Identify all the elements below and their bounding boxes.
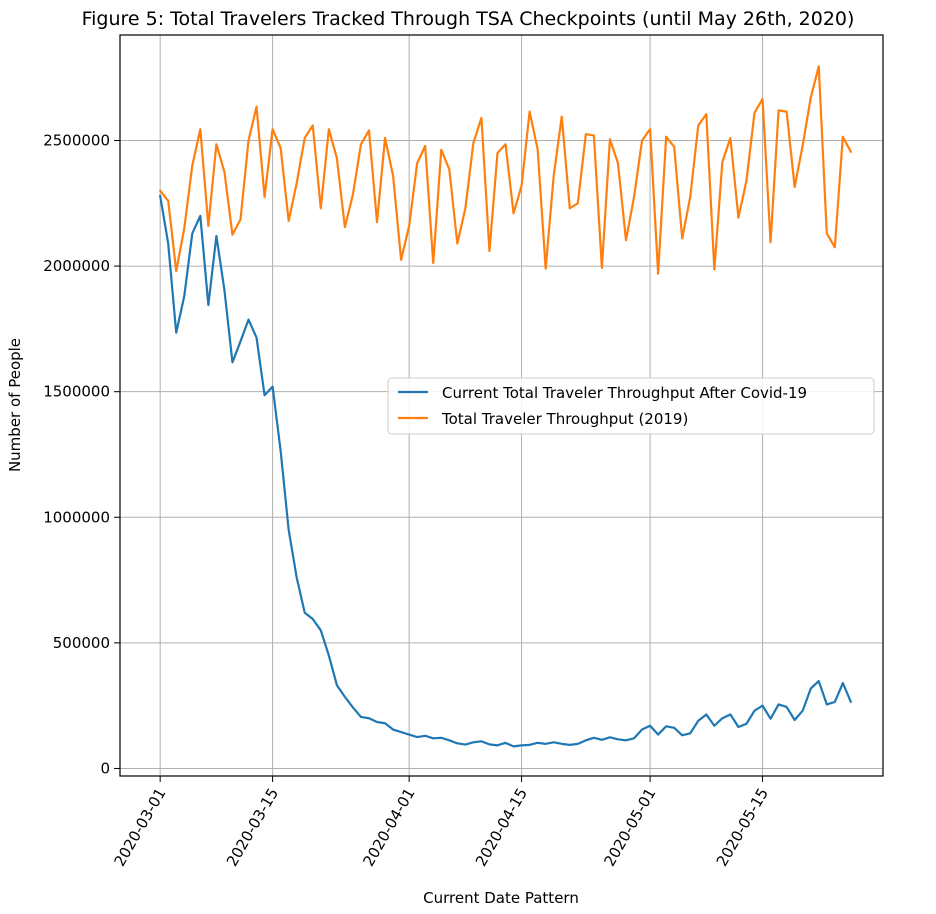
x-tick-label: 2020-04-01: [359, 785, 418, 870]
y-axis: 0 500000 1000000 1500000 2000000 2500000: [43, 131, 120, 777]
x-tick-label: 2020-05-15: [713, 785, 772, 870]
y-axis-title: Number of People: [6, 338, 24, 472]
x-tick-label: 2020-05-01: [600, 785, 659, 870]
y-tick-label: 2500000: [43, 131, 110, 149]
series-2019-line: [159, 65, 852, 275]
chart-title: Figure 5: Total Travelers Tracked Throug…: [82, 8, 855, 30]
y-tick-label: 1500000: [43, 383, 110, 401]
legend-label-2019: Total Traveler Throughput (2019): [441, 410, 688, 428]
y-tick-label: 2000000: [43, 257, 110, 275]
x-axis-title: Current Date Pattern: [423, 889, 579, 907]
y-tick-label: 1000000: [43, 508, 110, 526]
series-covid-line: [159, 194, 852, 748]
legend-label-covid: Current Total Traveler Throughput After …: [442, 384, 807, 402]
series-layer: [159, 65, 852, 748]
x-tick-label: 2020-03-01: [110, 785, 169, 870]
legend-box: [387, 377, 875, 435]
y-tick-label: 0: [100, 759, 110, 777]
legend: Current Total Traveler Throughput After …: [387, 377, 875, 435]
y-tick-label: 500000: [53, 634, 110, 652]
x-tick-label: 2020-03-15: [223, 785, 282, 870]
x-tick-label: 2020-04-15: [472, 785, 531, 870]
x-axis: 2020-03-01 2020-03-15 2020-04-01 2020-04-15…: [110, 776, 772, 870]
plot-frame: [119, 34, 884, 777]
